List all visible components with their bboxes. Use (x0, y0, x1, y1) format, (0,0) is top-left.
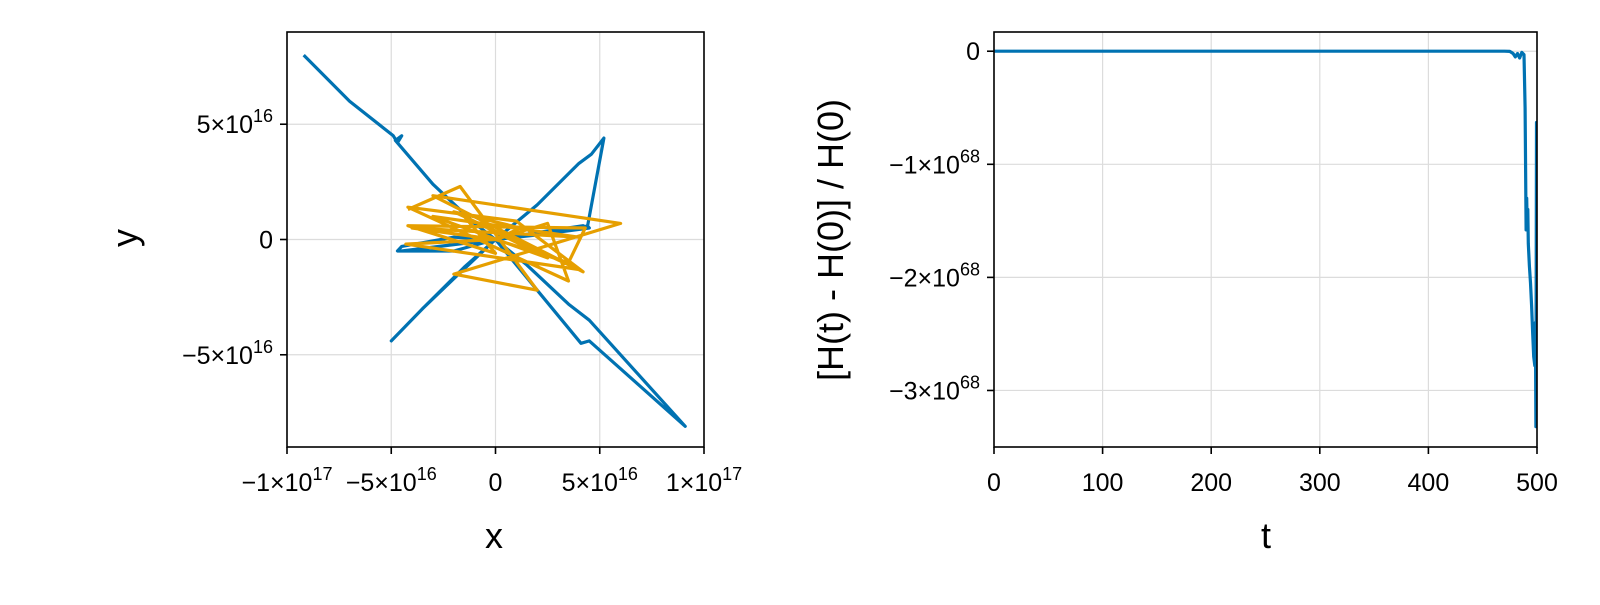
y-tick-label: −3×1068 (889, 372, 980, 405)
x-tick-label: 500 (1516, 469, 1558, 497)
x-tick-label: 400 (1408, 469, 1450, 497)
y-tick-label: −1×1068 (889, 146, 980, 179)
y-axis-label: y (104, 229, 145, 247)
series-line-0 (994, 49, 1537, 429)
x-tick-label: 1×1017 (666, 464, 742, 497)
y-tick-label: 0 (259, 227, 273, 255)
x-tick-label: −5×1016 (346, 464, 437, 497)
y-tick-label: 0 (966, 38, 980, 66)
energy-error-plot: 0 100 200 300 400 500 0 −1×1068 −2×1068 −3×1068 t [… (810, 31, 1558, 556)
trajectory-plot: −1×1017 −5×1016 0 5×1016 1×1017 5×1016 0 −5×101… (104, 31, 742, 556)
x-axis-label: x (485, 515, 503, 556)
x-tick-label: 0 (489, 469, 503, 497)
series-line-1 (404, 184, 623, 292)
x-tick-label: 0 (987, 469, 1001, 497)
y-axis-label: [H(t) - H(0)] / H(0) (810, 99, 851, 381)
axes-frame (993, 31, 1538, 448)
y-tick-label: −5×1016 (182, 337, 273, 370)
x-tick-label: −1×1017 (242, 464, 333, 497)
x-tick-label: 100 (1082, 469, 1124, 497)
x-tick-label: 5×1016 (562, 464, 638, 497)
y-tick-label: −2×1068 (889, 259, 980, 292)
x-axis-label: t (1261, 515, 1271, 556)
x-tick-label: 200 (1190, 469, 1232, 497)
x-tick-label: 300 (1299, 469, 1341, 497)
y-tick-label: 5×1016 (197, 106, 273, 139)
